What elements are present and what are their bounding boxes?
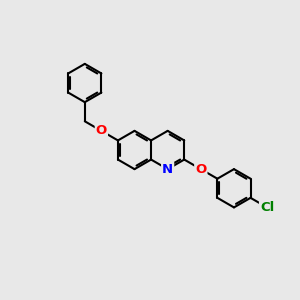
Text: Cl: Cl xyxy=(260,201,274,214)
Text: O: O xyxy=(195,163,206,176)
Text: N: N xyxy=(162,163,173,176)
Text: O: O xyxy=(96,124,107,137)
